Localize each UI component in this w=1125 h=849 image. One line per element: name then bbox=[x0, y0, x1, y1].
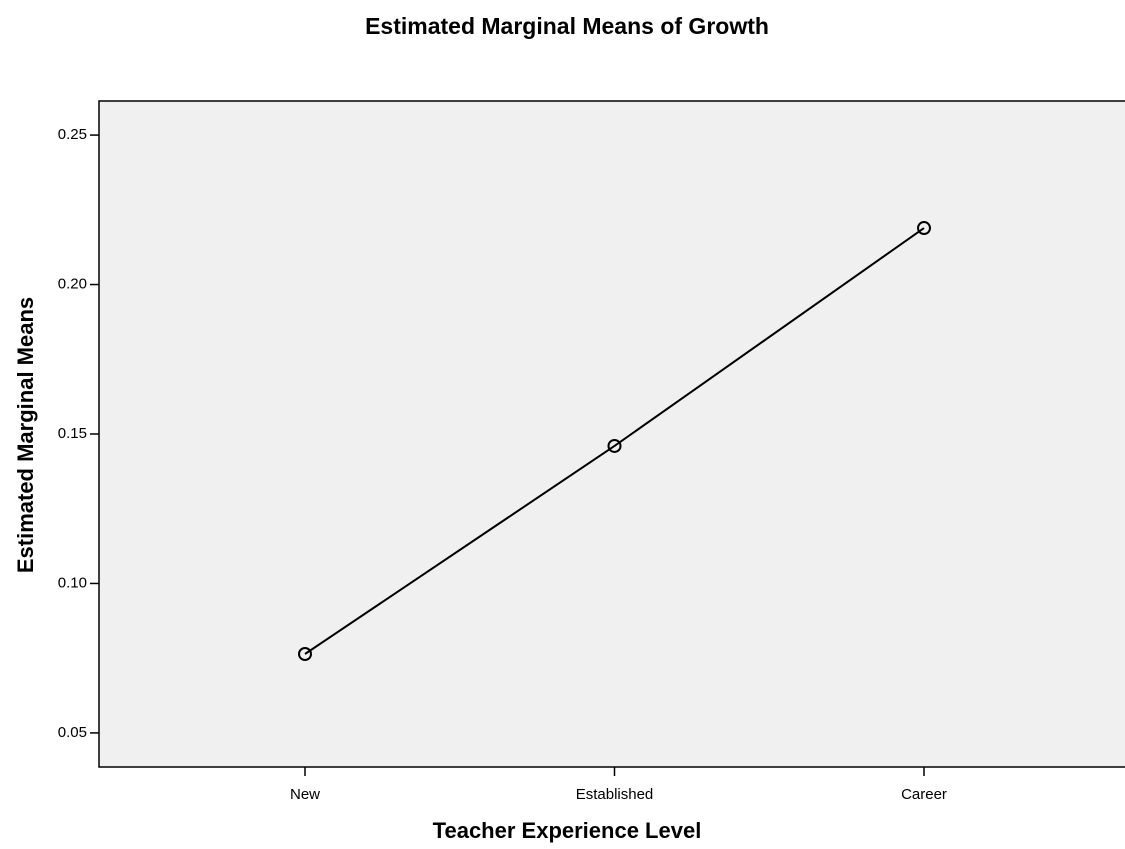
y-tick-label: 0.20 bbox=[58, 276, 87, 293]
y-tick-label: 0.05 bbox=[58, 724, 87, 741]
x-tick-label: Career bbox=[901, 786, 947, 803]
point-marker bbox=[607, 438, 622, 453]
chart-title: Estimated Marginal Means of Growth bbox=[365, 13, 769, 39]
y-tick-label: 0.10 bbox=[58, 574, 87, 591]
x-axis-title: Teacher Experience Level bbox=[433, 818, 702, 843]
plot-area bbox=[98, 100, 1125, 768]
y-tick-label: 0.25 bbox=[58, 126, 87, 143]
y-tick-label: 0.15 bbox=[58, 425, 87, 442]
x-tick-label: New bbox=[290, 786, 320, 803]
series-line bbox=[304, 227, 925, 655]
x-tick-label: Established bbox=[576, 786, 654, 803]
y-axis-title: Estimated Marginal Means bbox=[13, 297, 38, 573]
point-marker bbox=[917, 221, 931, 236]
point-marker bbox=[298, 647, 312, 662]
